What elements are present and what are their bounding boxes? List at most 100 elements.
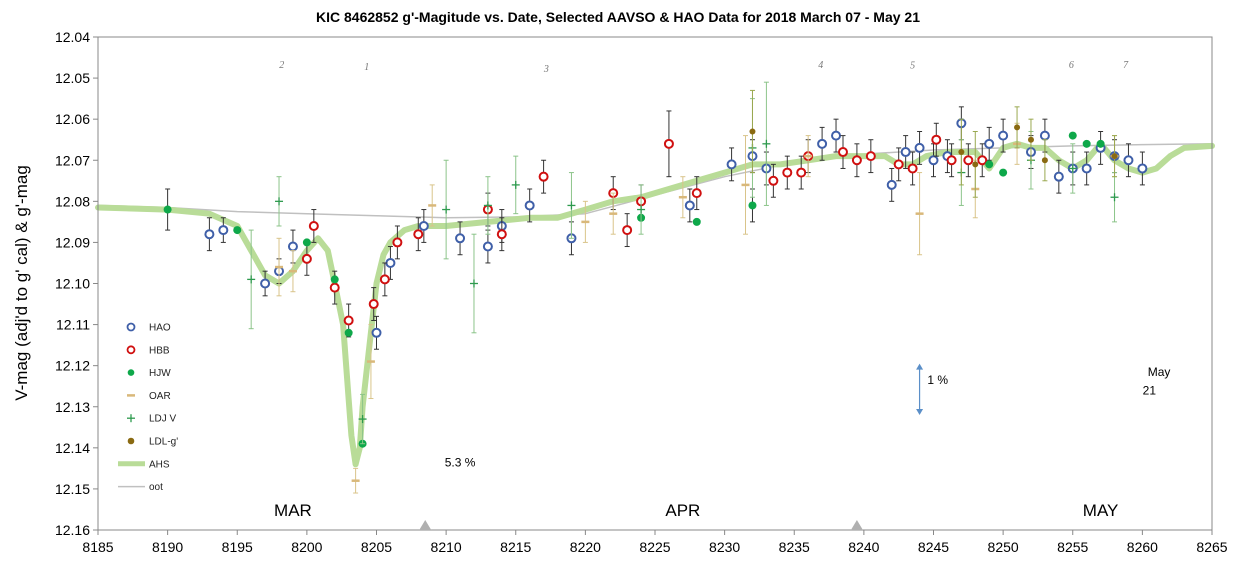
data-point — [368, 299, 379, 310]
y-tick-label: 12.12 — [55, 358, 90, 374]
chart-title: KIC 8462852 g'-Magitude vs. Date, Select… — [316, 9, 920, 25]
x-tick-label: 8210 — [431, 539, 462, 555]
x-tick-label: 8215 — [500, 539, 531, 555]
x-tick-label: 8200 — [291, 539, 322, 555]
x-tick-label: 8205 — [361, 539, 392, 555]
data-point — [1081, 163, 1092, 174]
series-hbb — [301, 110, 988, 338]
x-tick-label: 8235 — [779, 539, 810, 555]
scale-arrow-head — [916, 363, 924, 370]
data-point — [749, 128, 756, 135]
legend-label: HAO — [149, 323, 171, 334]
data-point — [928, 155, 939, 166]
data-point — [302, 238, 311, 247]
axes: 12.04 12.05 12.06 12.07 12.08 12.09 12.10 12.11… — [55, 29, 1228, 555]
data-point — [984, 138, 995, 149]
data-point — [958, 149, 965, 156]
y-tick-label: 12.13 — [55, 399, 90, 415]
data-point — [204, 229, 215, 240]
data-point — [1137, 163, 1148, 174]
data-point — [496, 229, 507, 240]
data-point — [538, 171, 549, 182]
data-point — [851, 155, 862, 166]
data-point — [1041, 157, 1048, 164]
data-point — [748, 201, 757, 210]
y-tick-label: 12.08 — [55, 193, 90, 209]
data-point — [684, 200, 695, 211]
data-point — [977, 155, 988, 166]
line-ahs — [95, 140, 1215, 468]
data-point — [972, 161, 979, 168]
series-hao — [204, 106, 1148, 350]
legend-label: HBB — [149, 345, 170, 356]
y-tick-label: 12.06 — [55, 111, 90, 127]
data-point — [622, 225, 633, 236]
series-ldl-g — [749, 89, 1118, 198]
data-point — [308, 220, 319, 231]
data-point — [260, 278, 271, 289]
month-label: APR — [665, 501, 700, 520]
x-tick-label: 8230 — [709, 539, 740, 555]
data-point — [524, 200, 535, 211]
legend-label: AHS — [149, 459, 170, 470]
data-point — [963, 155, 974, 166]
data-point — [301, 253, 312, 264]
legend-label: OAR — [149, 391, 171, 402]
data-point — [1068, 131, 1077, 140]
data-point — [931, 134, 942, 145]
event-label: 6 — [1069, 60, 1074, 71]
data-point — [392, 237, 403, 248]
data-point — [663, 138, 674, 149]
data-point — [1053, 171, 1064, 182]
month-label: MAY — [1083, 501, 1119, 520]
x-tick-label: 8220 — [570, 539, 601, 555]
legend-marker — [127, 369, 135, 376]
annotation-label: 1 % — [927, 373, 948, 387]
data-point — [796, 167, 807, 178]
x-tick-label: 8245 — [918, 539, 949, 555]
data-point — [865, 151, 876, 162]
y-tick-label: 12.10 — [55, 276, 90, 292]
y-tick-label: 12.04 — [55, 29, 90, 45]
data-point — [1027, 136, 1034, 143]
data-point — [900, 147, 911, 158]
data-point — [998, 130, 1009, 141]
legend-label: oot — [149, 482, 163, 493]
data-point — [817, 138, 828, 149]
x-tick-label: 8190 — [152, 539, 183, 555]
y-tick-label: 12.07 — [55, 152, 90, 168]
data-point — [893, 159, 904, 170]
x-tick-label: 8225 — [639, 539, 670, 555]
y-axis-label: V-mag (adj'd to g' cal) & g'-mag — [12, 165, 31, 401]
data-point — [768, 175, 779, 186]
event-label: 2 — [279, 60, 284, 71]
event-label: 5 — [910, 61, 915, 72]
data-point — [1039, 130, 1050, 141]
data-point — [418, 220, 429, 231]
legend-label: LDJ V — [149, 414, 177, 425]
event-label: 1 — [364, 62, 369, 73]
annotation-label: May — [1148, 365, 1171, 379]
x-tick-label: 8185 — [82, 539, 113, 555]
data-point — [1123, 155, 1134, 166]
data-point — [782, 167, 793, 178]
series-ldj-v — [247, 81, 1119, 445]
data-point — [831, 130, 842, 141]
x-tick-label: 8250 — [988, 539, 1019, 555]
series-hjw — [163, 131, 1105, 448]
y-tick-label: 12.09 — [55, 234, 90, 250]
model-lines — [95, 140, 1215, 468]
month-marker — [850, 520, 863, 530]
x-tick-label: 8195 — [222, 539, 253, 555]
data-point — [371, 327, 382, 338]
x-tick-label: 8260 — [1127, 539, 1158, 555]
y-tick-label: 12.15 — [55, 481, 90, 497]
x-tick-label: 8240 — [848, 539, 879, 555]
data-point — [1096, 139, 1105, 148]
y-tick-label: 12.11 — [56, 317, 90, 333]
data-point — [1082, 139, 1091, 148]
y-tick-label: 12.05 — [55, 70, 90, 86]
data-point — [343, 315, 354, 326]
